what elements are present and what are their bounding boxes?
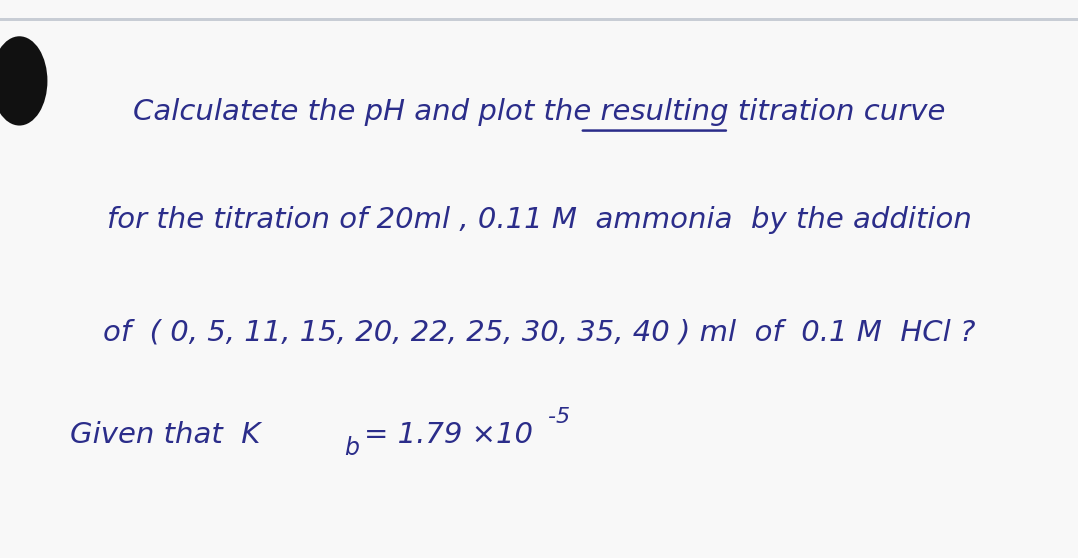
Text: for the titration of 20ml , 0.11 M  ammonia  by the addition: for the titration of 20ml , 0.11 M ammon…	[107, 206, 971, 234]
Text: of  ( 0, 5, 11, 15, 20, 22, 25, 30, 35, 40 ) ml  of  0.1 M  HCl ?: of ( 0, 5, 11, 15, 20, 22, 25, 30, 35, 4…	[102, 318, 976, 346]
Text: -5: -5	[548, 407, 570, 427]
Ellipse shape	[0, 36, 47, 126]
Text: Given that  K: Given that K	[70, 421, 261, 449]
Text: Calculatete the pH and plot the resulting titration curve: Calculatete the pH and plot the resultin…	[133, 98, 945, 126]
Text: b: b	[344, 435, 359, 460]
Text: = 1.79 ×10: = 1.79 ×10	[364, 421, 534, 449]
Bar	[0, 18, 1078, 21]
